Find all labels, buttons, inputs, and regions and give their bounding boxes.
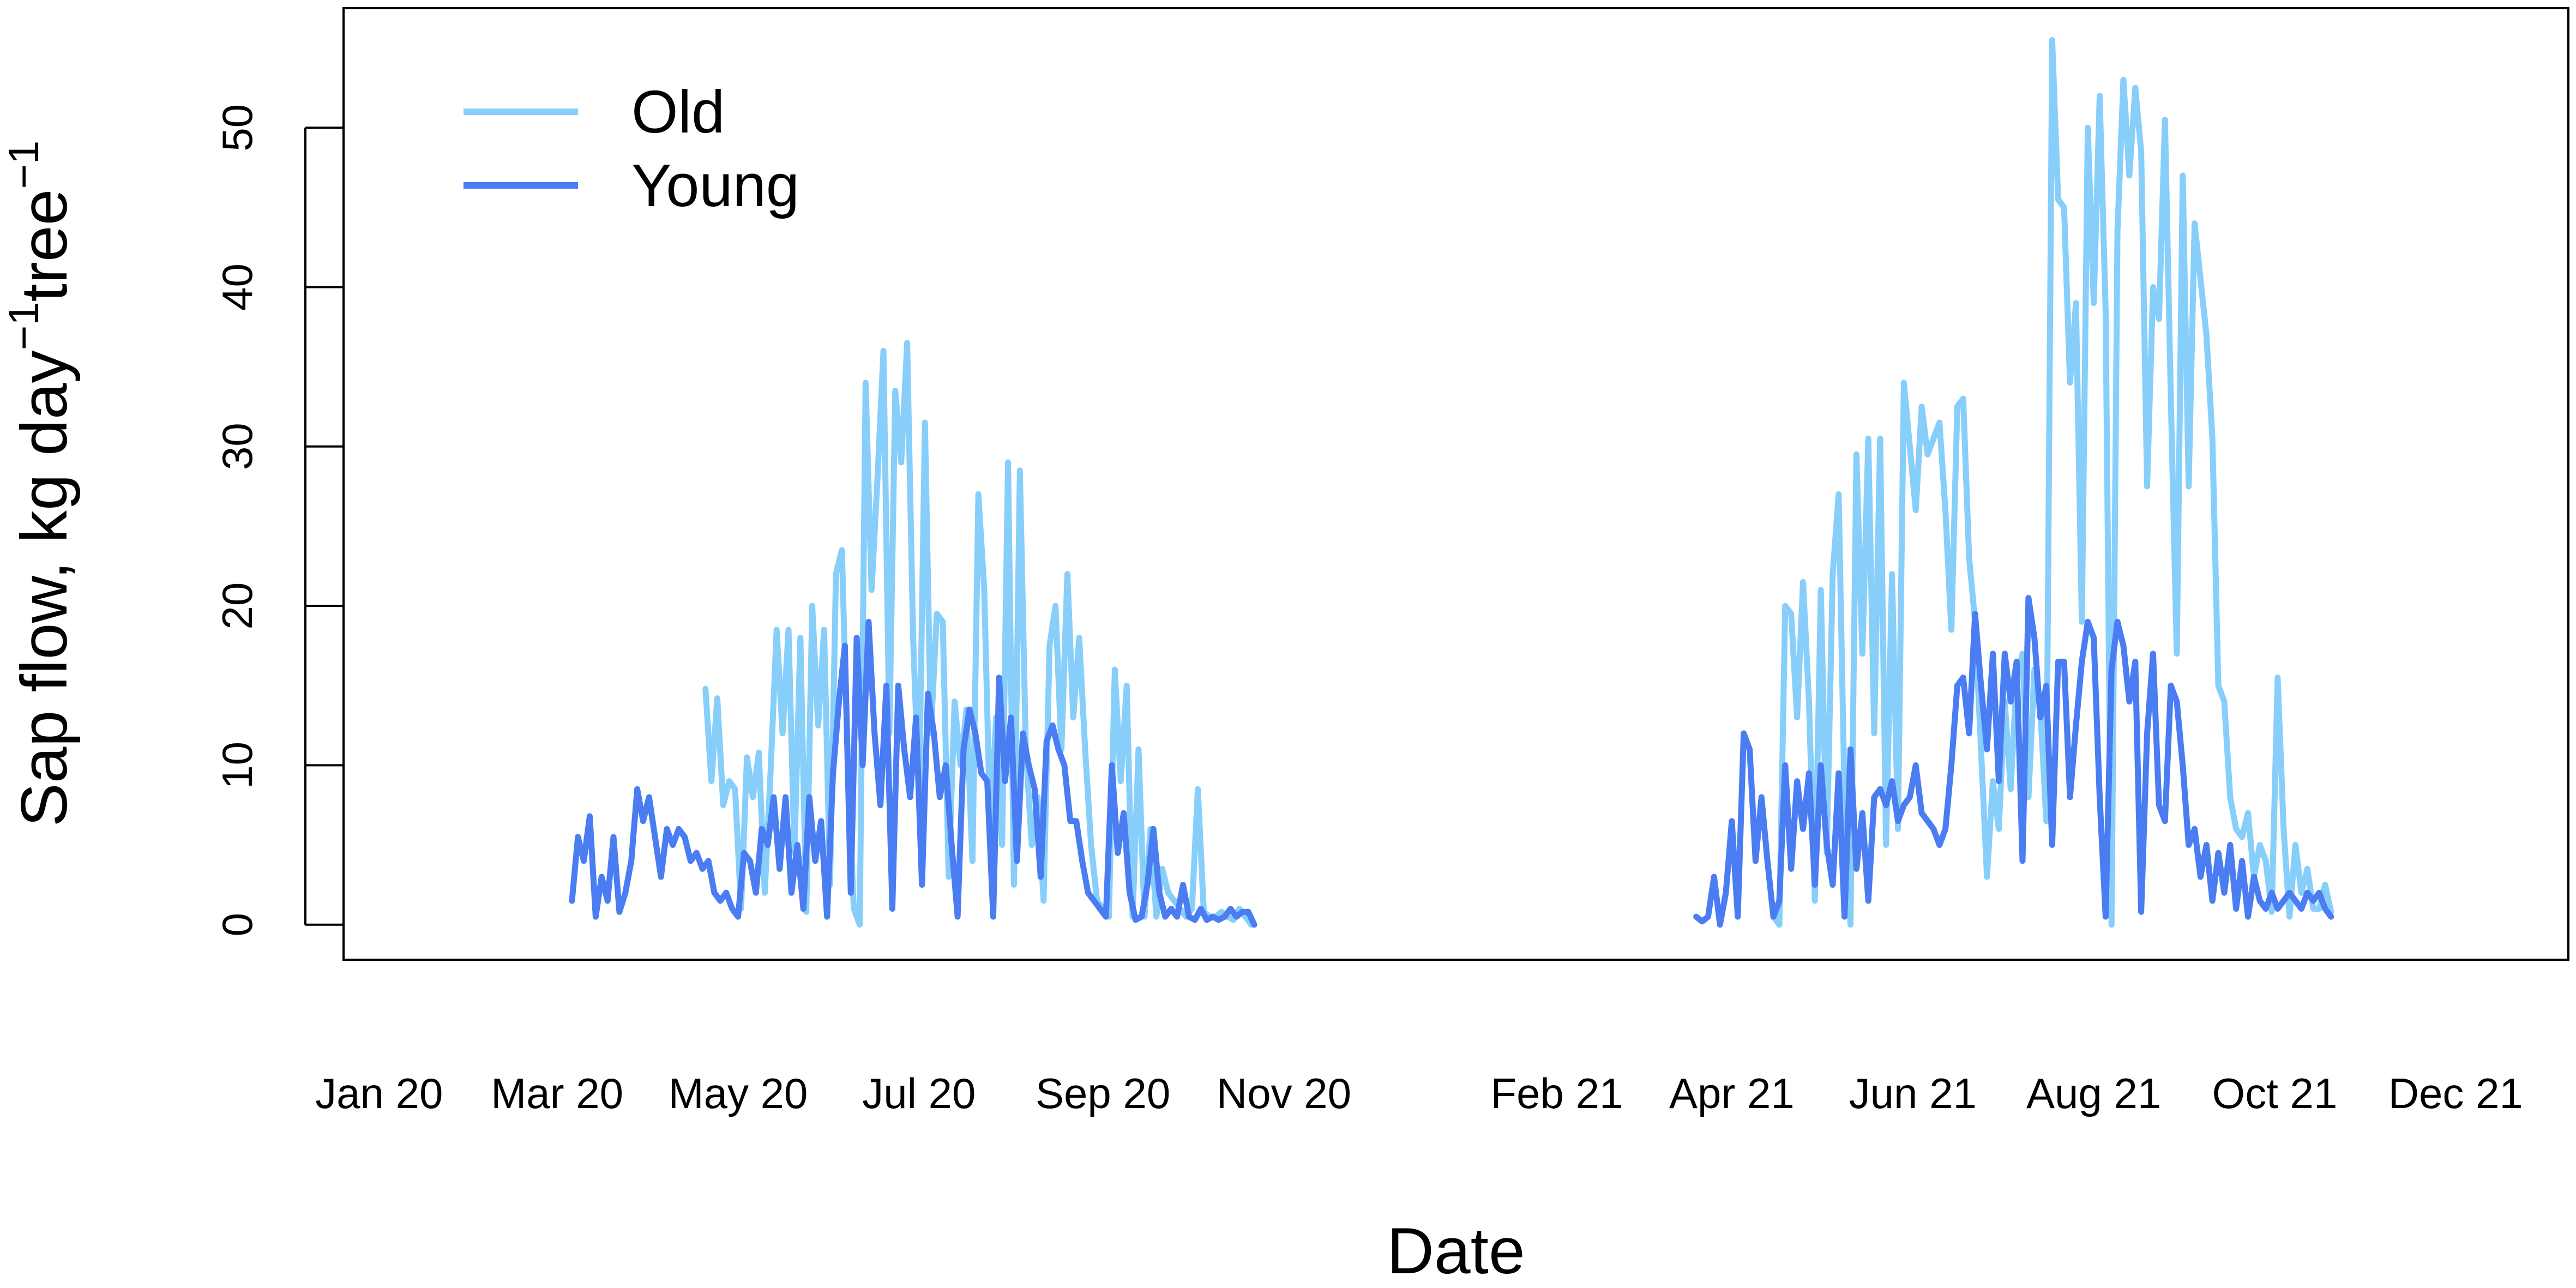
x-tick-label: Feb 21 <box>1491 1069 1623 1117</box>
legend-label-young: Young <box>631 152 799 219</box>
y-tick-label: 40 <box>213 263 261 311</box>
y-axis-title-sup2: −1 <box>0 141 47 189</box>
x-tick-label: Aug 21 <box>2026 1069 2161 1117</box>
y-tick-label: 20 <box>213 582 261 630</box>
series-layer <box>569 37 2334 928</box>
y-tick-label: 50 <box>213 104 261 152</box>
series-line-old <box>1770 37 2334 928</box>
y-axis: 0 10 20 30 40 50 <box>213 104 344 936</box>
x-axis-title: Date <box>1387 1214 1525 1287</box>
x-tick-label: Mar 20 <box>491 1069 623 1117</box>
x-tick-label: Jan 20 <box>315 1069 443 1117</box>
x-tick-label: Jul 20 <box>862 1069 976 1117</box>
y-axis-title-sup1: −1 <box>0 302 47 350</box>
legend-label-old: Old <box>631 79 725 146</box>
x-tick-label: Apr 21 <box>1669 1069 1795 1117</box>
x-tick-label: Sep 20 <box>1036 1069 1170 1117</box>
legend: Old Young <box>464 79 799 219</box>
plot-frame <box>342 7 2569 961</box>
y-axis-title-mid: tree <box>8 189 81 302</box>
y-axis-title-main: Sap flow, kg day <box>8 350 81 827</box>
x-axis: Jan 20 Mar 20 May 20 Jul 20 Sep 20 Nov 20 Feb … <box>315 1069 2523 1117</box>
x-tick-label: Dec 21 <box>2388 1069 2523 1117</box>
y-tick-label: 10 <box>213 742 261 789</box>
y-axis-title: Sap flow, kg day−1tree−1 <box>0 141 81 827</box>
x-tick-label: May 20 <box>669 1069 808 1117</box>
x-tick-label: Nov 20 <box>1217 1069 1351 1117</box>
series-line-young <box>1693 595 2334 928</box>
series-young <box>569 595 2334 928</box>
x-tick-label: Oct 21 <box>2212 1069 2338 1117</box>
x-tick-label: Jun 21 <box>1849 1069 1977 1117</box>
y-tick-label: 0 <box>213 913 261 936</box>
y-tick-label: 30 <box>213 423 261 470</box>
series-line-young <box>569 618 1257 928</box>
